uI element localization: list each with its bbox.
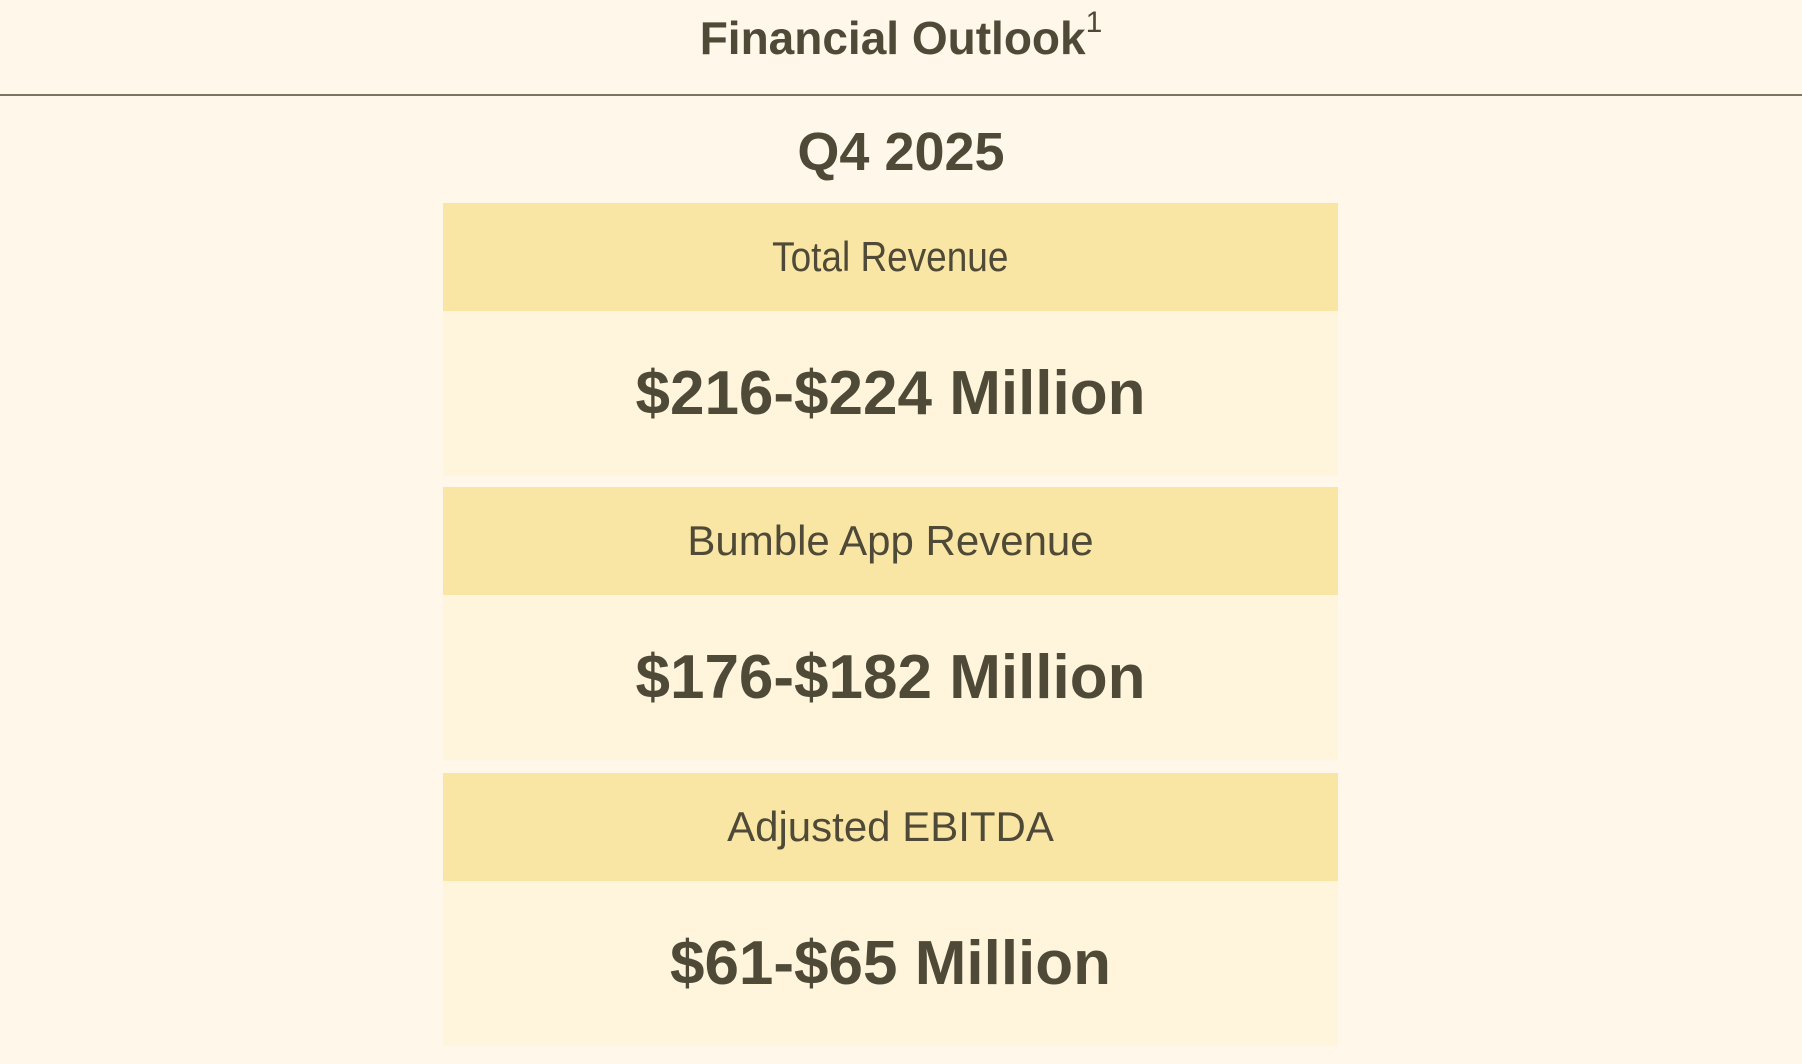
metric-card-adjusted-ebitda: Adjusted EBITDA $61-$65 Million — [443, 773, 1338, 1046]
footnote-marker: 1 — [1085, 5, 1103, 39]
page-title: Financial Outlook1 — [0, 5, 1802, 68]
metric-value-band: $176-$182 Million — [443, 595, 1338, 760]
period-title: Q4 2025 — [797, 122, 1005, 182]
metric-value: $61-$65 Million — [669, 929, 1112, 998]
metric-value-band: $216-$224 Million — [443, 311, 1338, 476]
page-title-text: Financial Outlook — [699, 12, 1086, 64]
page-header: Financial Outlook1 — [0, 0, 1802, 96]
metric-value-band: $61-$65 Million — [443, 881, 1338, 1046]
metric-label-band: Adjusted EBITDA — [443, 773, 1338, 881]
metric-card-total-revenue: Total Revenue $216-$224 Million — [443, 203, 1338, 476]
metric-label: Adjusted EBITDA — [727, 803, 1054, 850]
metric-label: Bumble App Revenue — [687, 517, 1094, 564]
metric-value: $176-$182 Million — [635, 643, 1146, 712]
metric-label-band: Total Revenue — [443, 203, 1338, 311]
metric-card-bumble-app-revenue: Bumble App Revenue $176-$182 Million — [443, 487, 1338, 760]
metric-label-band: Bumble App Revenue — [443, 487, 1338, 595]
metric-label: Total Revenue — [772, 233, 1009, 280]
metric-value: $216-$224 Million — [635, 359, 1146, 428]
